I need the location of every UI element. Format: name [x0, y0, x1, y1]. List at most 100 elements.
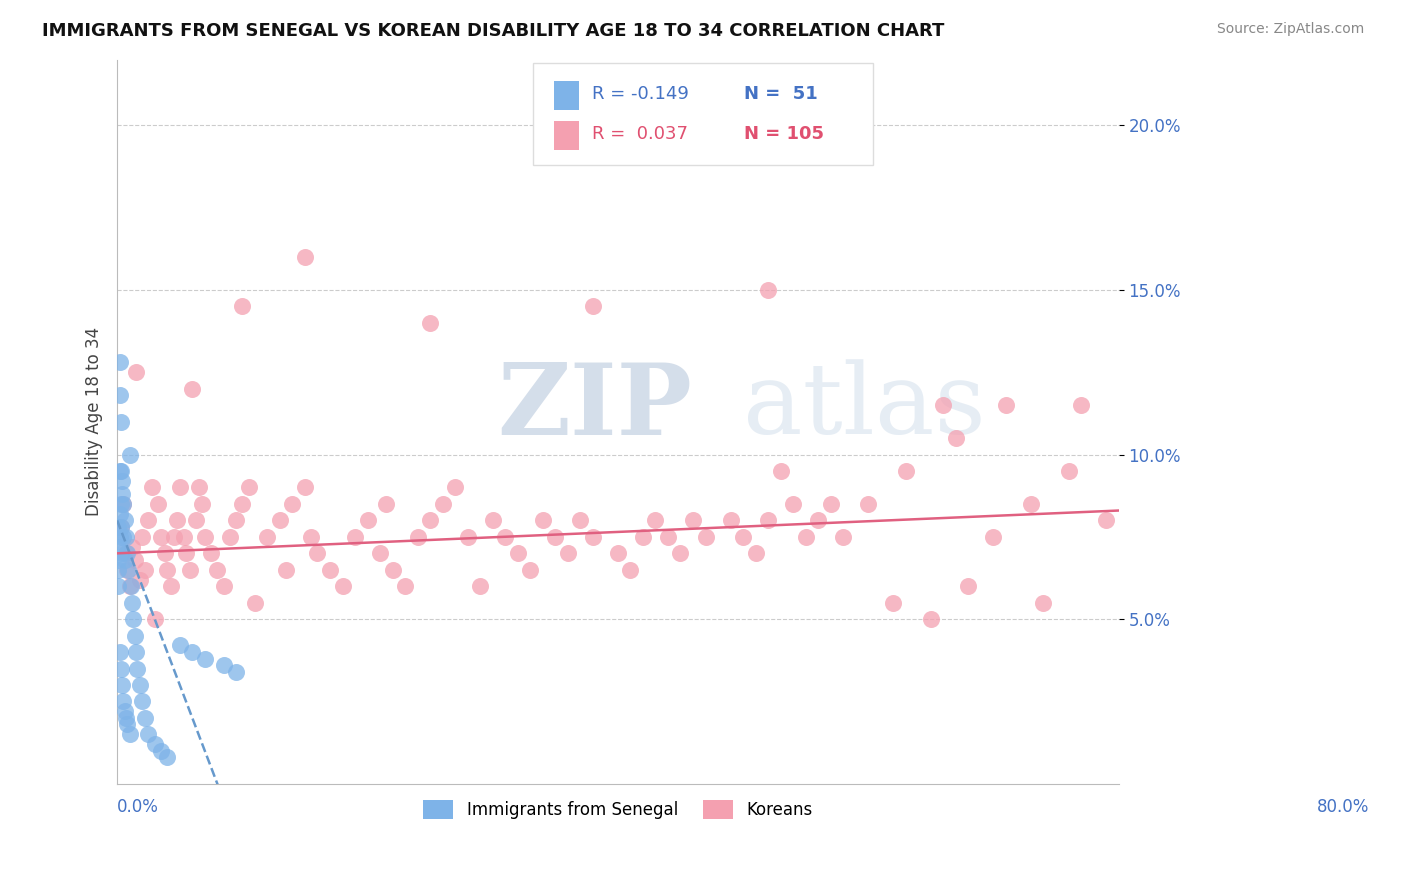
Point [122, 612, 145, 626]
Bar [554, 121, 579, 150]
Point [108, 530, 131, 544]
Point [994, 398, 1017, 412]
Point [356, 513, 378, 527]
Point [181, 645, 204, 659]
Point [569, 513, 592, 527]
Point [720, 513, 742, 527]
Point [807, 513, 830, 527]
Point [108, 645, 131, 659]
Point [114, 513, 136, 527]
Point [381, 563, 404, 577]
Point [582, 300, 605, 314]
Point [218, 530, 240, 544]
Point [225, 513, 247, 527]
Point [114, 553, 136, 567]
Point [179, 563, 201, 577]
Point [128, 573, 150, 587]
Point [256, 530, 278, 544]
Point [782, 497, 804, 511]
Point [108, 355, 131, 369]
Point [794, 530, 817, 544]
Point [756, 283, 779, 297]
Point [160, 579, 183, 593]
Point [194, 651, 217, 665]
Point [294, 250, 316, 264]
Text: N =  51: N = 51 [744, 86, 818, 103]
Point [117, 563, 139, 577]
Point [1019, 497, 1042, 511]
Point [191, 497, 214, 511]
Point [1032, 596, 1054, 610]
Point [110, 661, 132, 675]
Point [138, 727, 160, 741]
Point [631, 530, 654, 544]
Point [269, 513, 291, 527]
Point [238, 481, 260, 495]
Point [143, 737, 166, 751]
Point [124, 553, 146, 567]
Point [110, 497, 132, 511]
Y-axis label: Disability Age 18 to 34: Disability Age 18 to 34 [86, 327, 103, 516]
Point [111, 487, 134, 501]
Point [115, 530, 138, 544]
Point [212, 658, 235, 673]
Point [128, 678, 150, 692]
Point [983, 530, 1005, 544]
Point [125, 645, 148, 659]
Point [669, 546, 692, 560]
Point [832, 530, 855, 544]
Point [1057, 464, 1080, 478]
Point [432, 497, 454, 511]
Point [920, 612, 942, 626]
Point [207, 563, 229, 577]
Point [494, 530, 516, 544]
Text: ZIP: ZIP [498, 359, 693, 456]
Point [150, 530, 173, 544]
Point [187, 481, 209, 495]
Point [141, 481, 163, 495]
Point [506, 546, 529, 560]
Point [134, 563, 156, 577]
Text: R = -0.149: R = -0.149 [592, 86, 689, 103]
Point [134, 711, 156, 725]
Point [531, 513, 554, 527]
Point [131, 694, 153, 708]
Point [118, 448, 141, 462]
Point [744, 546, 766, 560]
Point [124, 629, 146, 643]
Point [153, 546, 176, 560]
Point [108, 507, 131, 521]
Point [112, 694, 135, 708]
Point [544, 530, 567, 544]
Point [107, 563, 129, 577]
Point [115, 717, 138, 731]
Point [557, 546, 579, 560]
Point [110, 415, 132, 429]
Text: 80.0%: 80.0% [1316, 798, 1369, 816]
Point [894, 464, 917, 478]
Point [957, 579, 980, 593]
Text: atlas: atlas [742, 359, 986, 455]
Point [481, 513, 503, 527]
Point [169, 481, 191, 495]
Point [107, 540, 129, 554]
Point [156, 563, 179, 577]
Point [156, 750, 179, 764]
Point [519, 563, 541, 577]
Point [173, 530, 195, 544]
Point [162, 530, 184, 544]
Point [108, 388, 131, 402]
Point [682, 513, 704, 527]
Text: N = 105: N = 105 [744, 125, 824, 144]
Point [695, 530, 717, 544]
Point [882, 596, 904, 610]
Point [932, 398, 955, 412]
Text: 0.0%: 0.0% [117, 798, 159, 816]
Point [294, 481, 316, 495]
Point [299, 530, 322, 544]
FancyBboxPatch shape [533, 63, 873, 165]
Point [945, 431, 967, 445]
Bar [554, 81, 579, 111]
Point [619, 563, 641, 577]
Point [457, 530, 479, 544]
